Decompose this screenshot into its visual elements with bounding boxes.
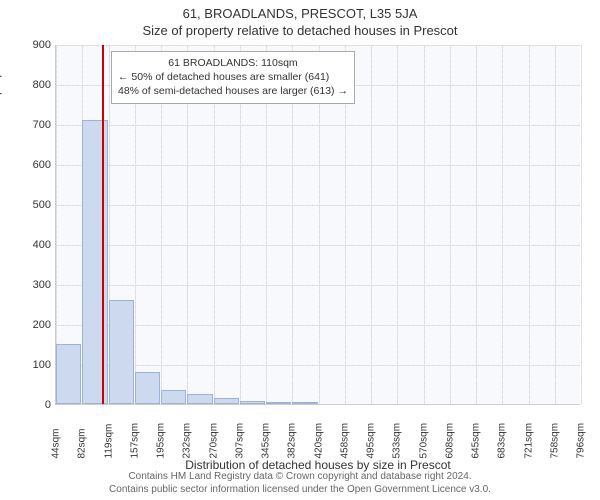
x-tick-label: 307sqm: [234, 429, 245, 459]
y-tick-label: 300: [21, 279, 51, 291]
x-axis-label: Distribution of detached houses by size …: [56, 458, 580, 472]
y-tick-label: 0: [21, 399, 51, 411]
footer-line-2: Contains public sector information licen…: [0, 484, 600, 497]
annotation-line-2: ← 50% of detached houses are smaller (64…: [118, 70, 348, 84]
page-title: 61, BROADLANDS, PRESCOT, L35 5JA: [0, 0, 600, 21]
histogram-bar: [292, 402, 317, 404]
x-tick-label: 458sqm: [339, 429, 350, 459]
chart-plot-area: 61 BROADLANDS: 110sqm ← 50% of detached …: [55, 45, 580, 405]
x-tick-label: 645sqm: [471, 429, 482, 459]
x-tick-label: 345sqm: [261, 429, 272, 459]
annotation-line-3: 48% of semi-detached houses are larger (…: [118, 84, 348, 98]
footer-attribution: Contains HM Land Registry data © Crown c…: [0, 471, 600, 496]
y-tick-label: 500: [21, 199, 51, 211]
x-tick-label: 232sqm: [182, 429, 193, 459]
histogram-bar: [161, 390, 186, 404]
grid-line-vertical: [476, 45, 477, 404]
x-tick-label: 533sqm: [392, 429, 403, 459]
x-tick-label: 44sqm: [51, 429, 62, 459]
y-tick-label: 600: [21, 159, 51, 171]
x-tick-label: 796sqm: [576, 429, 587, 459]
x-tick-label: 683sqm: [497, 429, 508, 459]
grid-line-vertical: [424, 45, 425, 404]
x-tick-label: 270sqm: [208, 429, 219, 459]
grid-line-vertical: [555, 45, 556, 404]
histogram-bar: [109, 300, 134, 404]
footer-line-1: Contains HM Land Registry data © Crown c…: [0, 471, 600, 484]
y-tick-label: 400: [21, 239, 51, 251]
x-tick-label: 495sqm: [366, 429, 377, 459]
histogram-bar: [187, 394, 212, 404]
grid-line-vertical: [397, 45, 398, 404]
x-tick-label: 157sqm: [129, 429, 140, 459]
y-axis-label: Number of detached properties: [0, 42, 2, 207]
grid-line-vertical: [450, 45, 451, 404]
y-tick-label: 100: [21, 359, 51, 371]
histogram-bar: [214, 398, 239, 404]
x-tick-label: 382sqm: [287, 429, 298, 459]
histogram-bar: [266, 402, 291, 404]
histogram-bar: [135, 372, 160, 404]
y-tick-label: 700: [21, 119, 51, 131]
grid-line-vertical: [371, 45, 372, 404]
x-tick-label: 119sqm: [103, 429, 114, 459]
y-tick-label: 900: [21, 39, 51, 51]
x-tick-label: 721sqm: [523, 429, 534, 459]
x-tick-label: 420sqm: [313, 429, 324, 459]
page-subtitle: Size of property relative to detached ho…: [0, 21, 600, 38]
y-tick-label: 800: [21, 79, 51, 91]
annotation-line-1: 61 BROADLANDS: 110sqm: [118, 56, 348, 70]
x-tick-label: 82sqm: [77, 429, 88, 459]
x-tick-label: 608sqm: [444, 429, 455, 459]
x-tick-label: 195sqm: [156, 429, 167, 459]
grid-line-vertical: [502, 45, 503, 404]
x-tick-label: 570sqm: [418, 429, 429, 459]
grid-line-vertical: [581, 45, 582, 404]
x-tick-label: 758sqm: [549, 429, 560, 459]
y-tick-label: 200: [21, 319, 51, 331]
histogram-bar: [240, 401, 265, 404]
histogram-bar: [56, 344, 81, 404]
chart-annotation-box: 61 BROADLANDS: 110sqm ← 50% of detached …: [111, 51, 355, 104]
property-marker-line: [102, 45, 104, 404]
grid-line-vertical: [529, 45, 530, 404]
